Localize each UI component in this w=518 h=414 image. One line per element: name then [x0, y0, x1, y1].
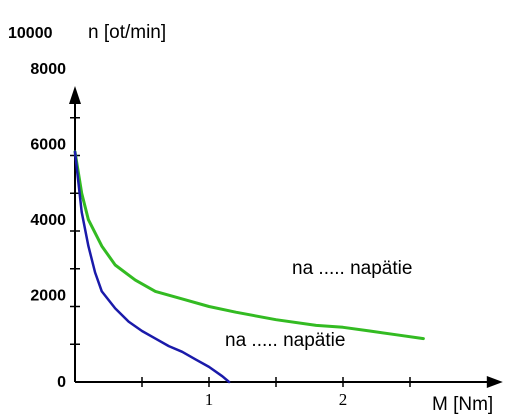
x-tick-label: 1 — [205, 390, 214, 409]
x-axis-label: M [Nm] — [432, 394, 493, 414]
y-tick-labels: 0 2000 4000 6000 8000 — [30, 61, 66, 391]
blue-series-annotation: na ..... napätie — [225, 330, 345, 351]
y-tick-label: 4000 — [30, 212, 66, 229]
x-tick-label: 2 — [339, 390, 348, 409]
green-series-line — [73, 150, 425, 341]
series-layer — [73, 150, 425, 384]
y-tick-label: 2000 — [30, 288, 66, 305]
y-tick-label: 6000 — [30, 137, 66, 154]
minor-ticks — [70, 117, 411, 387]
y-top-label: 10000 — [8, 25, 53, 42]
y-tick-label: 8000 — [30, 61, 66, 78]
blue-series-line — [73, 150, 231, 384]
x-axis-arrowhead — [486, 376, 503, 388]
axes — [69, 86, 503, 388]
green-series-annotation: na ..... napätie — [292, 258, 412, 279]
y-axis-label: n [ot/min] — [88, 22, 166, 43]
y-axis-arrowhead — [69, 86, 81, 104]
y-tick-label: 0 — [57, 374, 66, 391]
